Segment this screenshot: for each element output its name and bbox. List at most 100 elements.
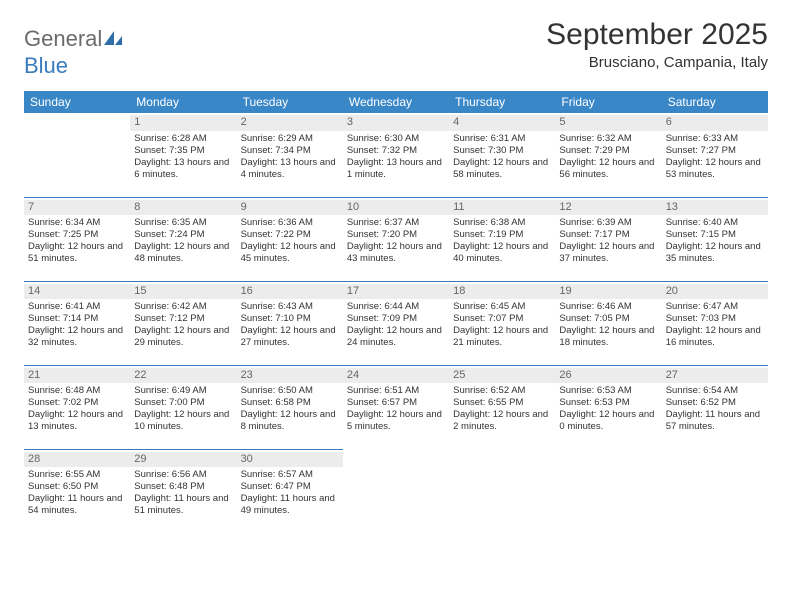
location: Brusciano, Campania, Italy [546,54,768,71]
logo: GeneralBlue [24,18,124,79]
logo-sail-icon [102,27,124,53]
daylight-line: Daylight: 12 hours and 13 minutes. [28,409,126,433]
daylight-line: Daylight: 12 hours and 21 minutes. [453,325,551,349]
calendar-body: 1Sunrise: 6:28 AMSunset: 7:35 PMDaylight… [24,113,768,533]
calendar-cell: 4Sunrise: 6:31 AMSunset: 7:30 PMDaylight… [449,113,555,197]
daylight-line: Daylight: 12 hours and 10 minutes. [134,409,232,433]
day-number: 9 [237,200,343,216]
day-number: 26 [555,368,661,384]
sunset-line: Sunset: 6:57 PM [347,397,445,409]
sunset-line: Sunset: 7:27 PM [666,145,764,157]
calendar-cell: 11Sunrise: 6:38 AMSunset: 7:19 PMDayligh… [449,197,555,281]
sunrise-line: Sunrise: 6:46 AM [559,301,657,313]
sunset-line: Sunset: 6:50 PM [28,481,126,493]
sunset-line: Sunset: 7:35 PM [134,145,232,157]
day-number: 5 [555,115,661,131]
sunset-line: Sunset: 6:48 PM [134,481,232,493]
calendar-cell: 20Sunrise: 6:47 AMSunset: 7:03 PMDayligh… [662,281,768,365]
sunrise-line: Sunrise: 6:29 AM [241,133,339,145]
sunset-line: Sunset: 7:34 PM [241,145,339,157]
daylight-line: Daylight: 12 hours and 51 minutes. [28,241,126,265]
day-number: 14 [24,284,130,300]
day-number: 24 [343,368,449,384]
sunrise-line: Sunrise: 6:39 AM [559,217,657,229]
day-number: 30 [237,452,343,468]
sunset-line: Sunset: 7:20 PM [347,229,445,241]
calendar-cell: 9Sunrise: 6:36 AMSunset: 7:22 PMDaylight… [237,197,343,281]
calendar-cell: 25Sunrise: 6:52 AMSunset: 6:55 PMDayligh… [449,365,555,449]
sunset-line: Sunset: 7:07 PM [453,313,551,325]
logo-part1: General [24,26,102,51]
day-number: 18 [449,284,555,300]
sunset-line: Sunset: 7:03 PM [666,313,764,325]
sunset-line: Sunset: 7:30 PM [453,145,551,157]
day-number: 17 [343,284,449,300]
sunrise-line: Sunrise: 6:37 AM [347,217,445,229]
sunset-line: Sunset: 6:52 PM [666,397,764,409]
calendar-cell: 22Sunrise: 6:49 AMSunset: 7:00 PMDayligh… [130,365,236,449]
daylight-line: Daylight: 13 hours and 1 minute. [347,157,445,181]
daylight-line: Daylight: 12 hours and 27 minutes. [241,325,339,349]
daylight-line: Daylight: 12 hours and 37 minutes. [559,241,657,265]
calendar-cell: 5Sunrise: 6:32 AMSunset: 7:29 PMDaylight… [555,113,661,197]
day-number: 22 [130,368,236,384]
calendar-cell [662,449,768,533]
calendar-cell: 6Sunrise: 6:33 AMSunset: 7:27 PMDaylight… [662,113,768,197]
calendar-table: SundayMondayTuesdayWednesdayThursdayFrid… [24,91,768,533]
day-number: 7 [24,200,130,216]
daylight-line: Daylight: 13 hours and 6 minutes. [134,157,232,181]
sunset-line: Sunset: 7:19 PM [453,229,551,241]
sunrise-line: Sunrise: 6:40 AM [666,217,764,229]
sunset-line: Sunset: 7:32 PM [347,145,445,157]
daylight-line: Daylight: 12 hours and 53 minutes. [666,157,764,181]
logo-text: GeneralBlue [24,26,124,79]
sunrise-line: Sunrise: 6:35 AM [134,217,232,229]
calendar-week-row: 14Sunrise: 6:41 AMSunset: 7:14 PMDayligh… [24,281,768,365]
sunrise-line: Sunrise: 6:42 AM [134,301,232,313]
day-number: 15 [130,284,236,300]
calendar-cell [24,113,130,197]
sunset-line: Sunset: 7:24 PM [134,229,232,241]
sunrise-line: Sunrise: 6:51 AM [347,385,445,397]
calendar-cell: 12Sunrise: 6:39 AMSunset: 7:17 PMDayligh… [555,197,661,281]
sunrise-line: Sunrise: 6:44 AM [347,301,445,313]
daylight-line: Daylight: 12 hours and 5 minutes. [347,409,445,433]
sunset-line: Sunset: 7:22 PM [241,229,339,241]
day-number: 25 [449,368,555,384]
sunrise-line: Sunrise: 6:32 AM [559,133,657,145]
calendar-cell: 28Sunrise: 6:55 AMSunset: 6:50 PMDayligh… [24,449,130,533]
sunset-line: Sunset: 7:29 PM [559,145,657,157]
calendar-cell: 23Sunrise: 6:50 AMSunset: 6:58 PMDayligh… [237,365,343,449]
day-number: 29 [130,452,236,468]
daylight-line: Daylight: 12 hours and 16 minutes. [666,325,764,349]
calendar-thead: SundayMondayTuesdayWednesdayThursdayFrid… [24,91,768,113]
sunset-line: Sunset: 7:25 PM [28,229,126,241]
calendar-week-row: 21Sunrise: 6:48 AMSunset: 7:02 PMDayligh… [24,365,768,449]
day-header-row: SundayMondayTuesdayWednesdayThursdayFrid… [24,91,768,113]
sunset-line: Sunset: 7:12 PM [134,313,232,325]
day-number: 13 [662,200,768,216]
day-number: 12 [555,200,661,216]
daylight-line: Daylight: 12 hours and 32 minutes. [28,325,126,349]
sunrise-line: Sunrise: 6:38 AM [453,217,551,229]
calendar-cell: 24Sunrise: 6:51 AMSunset: 6:57 PMDayligh… [343,365,449,449]
daylight-line: Daylight: 12 hours and 48 minutes. [134,241,232,265]
sunrise-line: Sunrise: 6:56 AM [134,469,232,481]
sunset-line: Sunset: 6:55 PM [453,397,551,409]
calendar-cell: 8Sunrise: 6:35 AMSunset: 7:24 PMDaylight… [130,197,236,281]
sunrise-line: Sunrise: 6:45 AM [453,301,551,313]
daylight-line: Daylight: 12 hours and 40 minutes. [453,241,551,265]
day-header: Thursday [449,91,555,113]
daylight-line: Daylight: 11 hours and 51 minutes. [134,493,232,517]
day-number: 16 [237,284,343,300]
daylight-line: Daylight: 12 hours and 29 minutes. [134,325,232,349]
daylight-line: Daylight: 11 hours and 49 minutes. [241,493,339,517]
calendar-cell: 21Sunrise: 6:48 AMSunset: 7:02 PMDayligh… [24,365,130,449]
daylight-line: Daylight: 12 hours and 58 minutes. [453,157,551,181]
daylight-line: Daylight: 12 hours and 2 minutes. [453,409,551,433]
calendar-cell: 10Sunrise: 6:37 AMSunset: 7:20 PMDayligh… [343,197,449,281]
day-header: Monday [130,91,236,113]
calendar-cell [555,449,661,533]
daylight-line: Daylight: 12 hours and 24 minutes. [347,325,445,349]
sunset-line: Sunset: 7:15 PM [666,229,764,241]
